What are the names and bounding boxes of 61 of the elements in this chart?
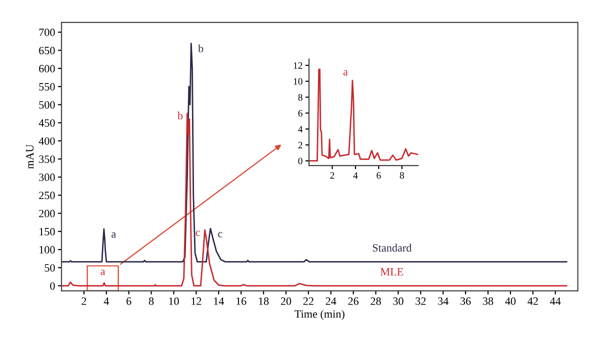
y-tick-label: 550: [39, 83, 55, 91]
x-tick-label: 2: [330, 172, 334, 179]
annotation: b: [198, 44, 204, 52]
y-tick-label: 100: [40, 246, 55, 254]
y-tick-label: 350: [39, 155, 55, 163]
x-tick-label: 10: [169, 297, 179, 305]
series-label: Standard: [372, 244, 412, 252]
y-axis-title: mAU: [26, 144, 34, 169]
y-tick-label: 650: [39, 46, 55, 54]
annotation: a: [112, 232, 116, 238]
annotation: c: [196, 230, 200, 236]
x-tick-label: 20: [280, 297, 292, 305]
x-tick-label: 18: [258, 297, 269, 305]
y-tick-label: 400: [38, 137, 55, 145]
x-tick-label: 44: [550, 297, 561, 305]
x-tick-label: 32: [416, 297, 426, 305]
x-tick-label: 8: [400, 172, 404, 179]
x-tick-label: 28: [370, 297, 381, 305]
y-tick-label: 150: [40, 228, 55, 236]
x-tick-label: 38: [482, 297, 494, 305]
y-tick-label: 450: [38, 119, 55, 127]
x-tick-label: 26: [348, 297, 359, 305]
y-tick-label: 8: [298, 94, 302, 101]
annotation: c: [218, 232, 222, 238]
x-tick-label: 6: [376, 172, 381, 179]
y-tick-label: 700: [39, 28, 55, 36]
x-tick-label: 4: [104, 297, 109, 305]
series-label: MLE: [380, 268, 404, 276]
x-tick-label: 16: [236, 297, 246, 305]
y-tick-label: 12: [294, 62, 302, 69]
y-tick-label: 4: [298, 126, 303, 132]
x-tick-label: 12: [192, 297, 202, 305]
x-tick-label: 22: [303, 297, 314, 305]
x-tick-label: 6: [126, 297, 132, 305]
annotation: a: [100, 270, 106, 276]
y-tick-label: 600: [39, 64, 55, 72]
x-axis-title: Time (min): [294, 310, 344, 320]
y-tick-label: 10: [294, 78, 302, 85]
x-tick-label: 42: [528, 297, 538, 305]
x-tick-label: 8: [148, 297, 154, 305]
annotation: b: [177, 112, 183, 120]
x-tick-label: 24: [326, 297, 336, 305]
x-tick-label: 36: [460, 297, 471, 305]
x-tick-label: 2: [82, 297, 86, 305]
y-tick-label: 50: [44, 264, 55, 272]
y-tick-label: 500: [39, 101, 55, 109]
x-tick-label: 30: [393, 297, 404, 305]
y-tick-label: 300: [39, 174, 55, 182]
annotation: a: [343, 70, 348, 76]
y-tick-label: 0: [298, 158, 302, 164]
line-series: [62, 42, 568, 263]
x-tick-label: 40: [505, 297, 516, 305]
y-tick-label: 6: [298, 110, 302, 117]
x-tick-label: 14: [214, 297, 224, 305]
y-tick-label: 0: [50, 282, 55, 290]
y-tick-label: 2: [298, 142, 302, 148]
x-tick-label: 4: [353, 172, 358, 179]
line-series: [309, 68, 418, 162]
y-tick-label: 250: [39, 192, 55, 200]
x-tick-label: 34: [438, 297, 448, 305]
y-tick-label: 200: [39, 210, 55, 218]
